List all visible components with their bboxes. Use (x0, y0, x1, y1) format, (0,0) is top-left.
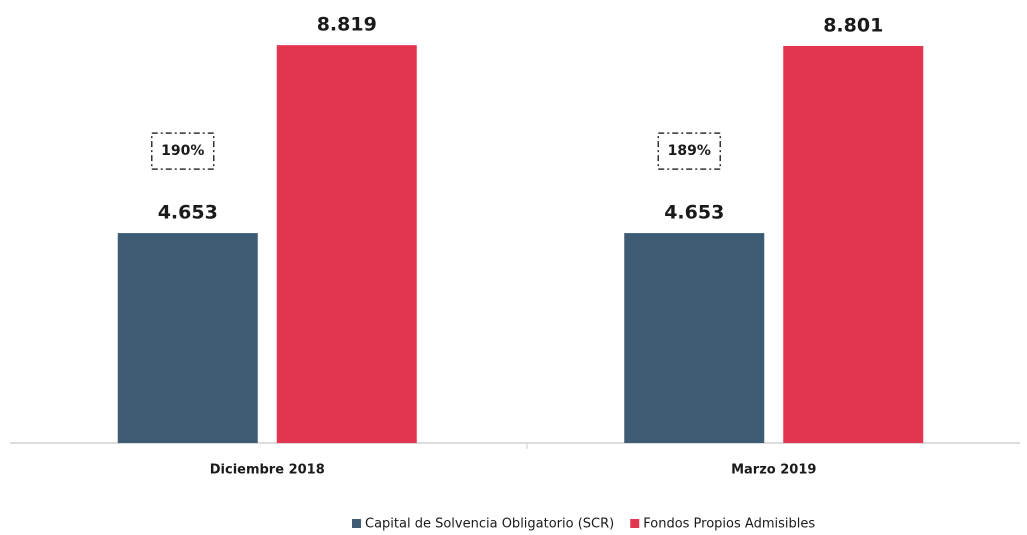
value-label: 4.653 (664, 202, 724, 224)
annotation-box (657, 132, 721, 170)
bar (783, 45, 924, 443)
value-label: 8.801 (823, 14, 883, 36)
legend-swatch (630, 519, 640, 528)
legend-label: Capital de Solvencia Obligatorio (SCR) (365, 517, 614, 532)
value-label: 4.653 (158, 202, 218, 224)
bar (624, 233, 765, 443)
bar (117, 233, 258, 443)
legend-label: Fondos Propios Admisibles (643, 517, 815, 532)
legend-swatch (352, 519, 361, 528)
x-tick-label: Diciembre 2018 (210, 463, 325, 478)
annotation-box (151, 132, 215, 170)
annotation: 190% (161, 143, 204, 159)
bar (276, 45, 417, 444)
value-label: 8.819 (317, 14, 377, 36)
x-tick-label: Marzo 2019 (731, 463, 816, 478)
annotation: 189% (668, 143, 711, 159)
